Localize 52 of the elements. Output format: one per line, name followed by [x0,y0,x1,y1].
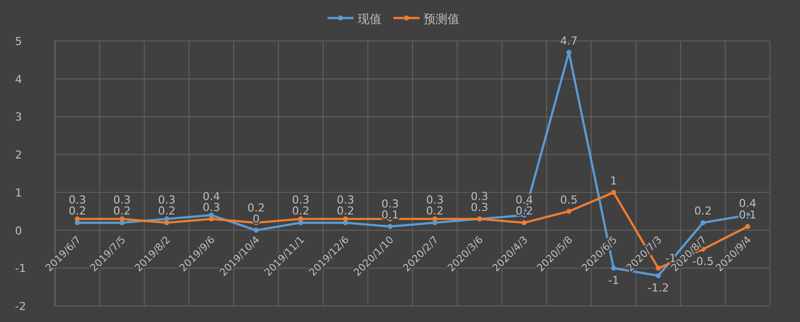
point [566,50,572,55]
point [120,216,125,222]
data-label: 0.2 [426,204,444,218]
y-tick-label: 2 [15,148,22,162]
point [700,220,706,226]
data-label: 0.2 [292,204,310,218]
data-label: 0.2 [336,204,354,218]
y-tick-label: 3 [15,110,22,124]
point [342,216,348,222]
data-label: 0.1 [381,208,399,222]
y-tick-label: 0 [15,224,22,238]
point [164,220,170,226]
point [566,208,572,214]
data-label: 0.3 [470,200,488,214]
legend-label: 现值 [358,12,382,26]
point [432,216,438,222]
data-label: 0.2 [68,204,86,218]
data-label: 0.3 [68,194,86,207]
data-label: -1.2 [648,282,670,295]
data-label: 0.3 [292,194,310,207]
data-label: 1 [610,174,618,188]
point [298,216,304,222]
point [611,190,616,195]
data-label: 4.7 [560,34,578,48]
data-label: 0.3 [336,194,354,207]
point [208,216,214,222]
data-label: 0.5 [560,193,578,206]
point [254,228,259,233]
y-tick-label: -2 [15,300,26,313]
y-tick-label: 5 [15,35,22,48]
data-label: 0.2 [158,204,176,218]
data-label: 0.3 [381,198,399,210]
data-label: 0.3 [113,194,131,207]
legend-label: 预测值 [424,12,460,26]
point [522,220,527,226]
data-label: 0.4 [738,197,756,210]
data-label: 0.3 [426,194,444,207]
data-label: 0.2 [113,204,131,218]
data-label: 0.2 [247,201,265,214]
point [74,216,80,222]
data-label: -1 [608,274,620,288]
data-label: 0.3 [202,200,220,214]
y-tick-label: 4 [15,72,22,86]
point [656,273,661,278]
point [388,224,393,229]
data-label: 0.4 [202,190,220,203]
data-label: 0.3 [158,194,176,207]
data-label: 0.3 [470,190,488,203]
point [745,224,750,229]
y-tick-label: 1 [15,186,22,200]
y-tick-label: -1 [15,262,26,276]
data-label: 0.2 [694,204,712,218]
